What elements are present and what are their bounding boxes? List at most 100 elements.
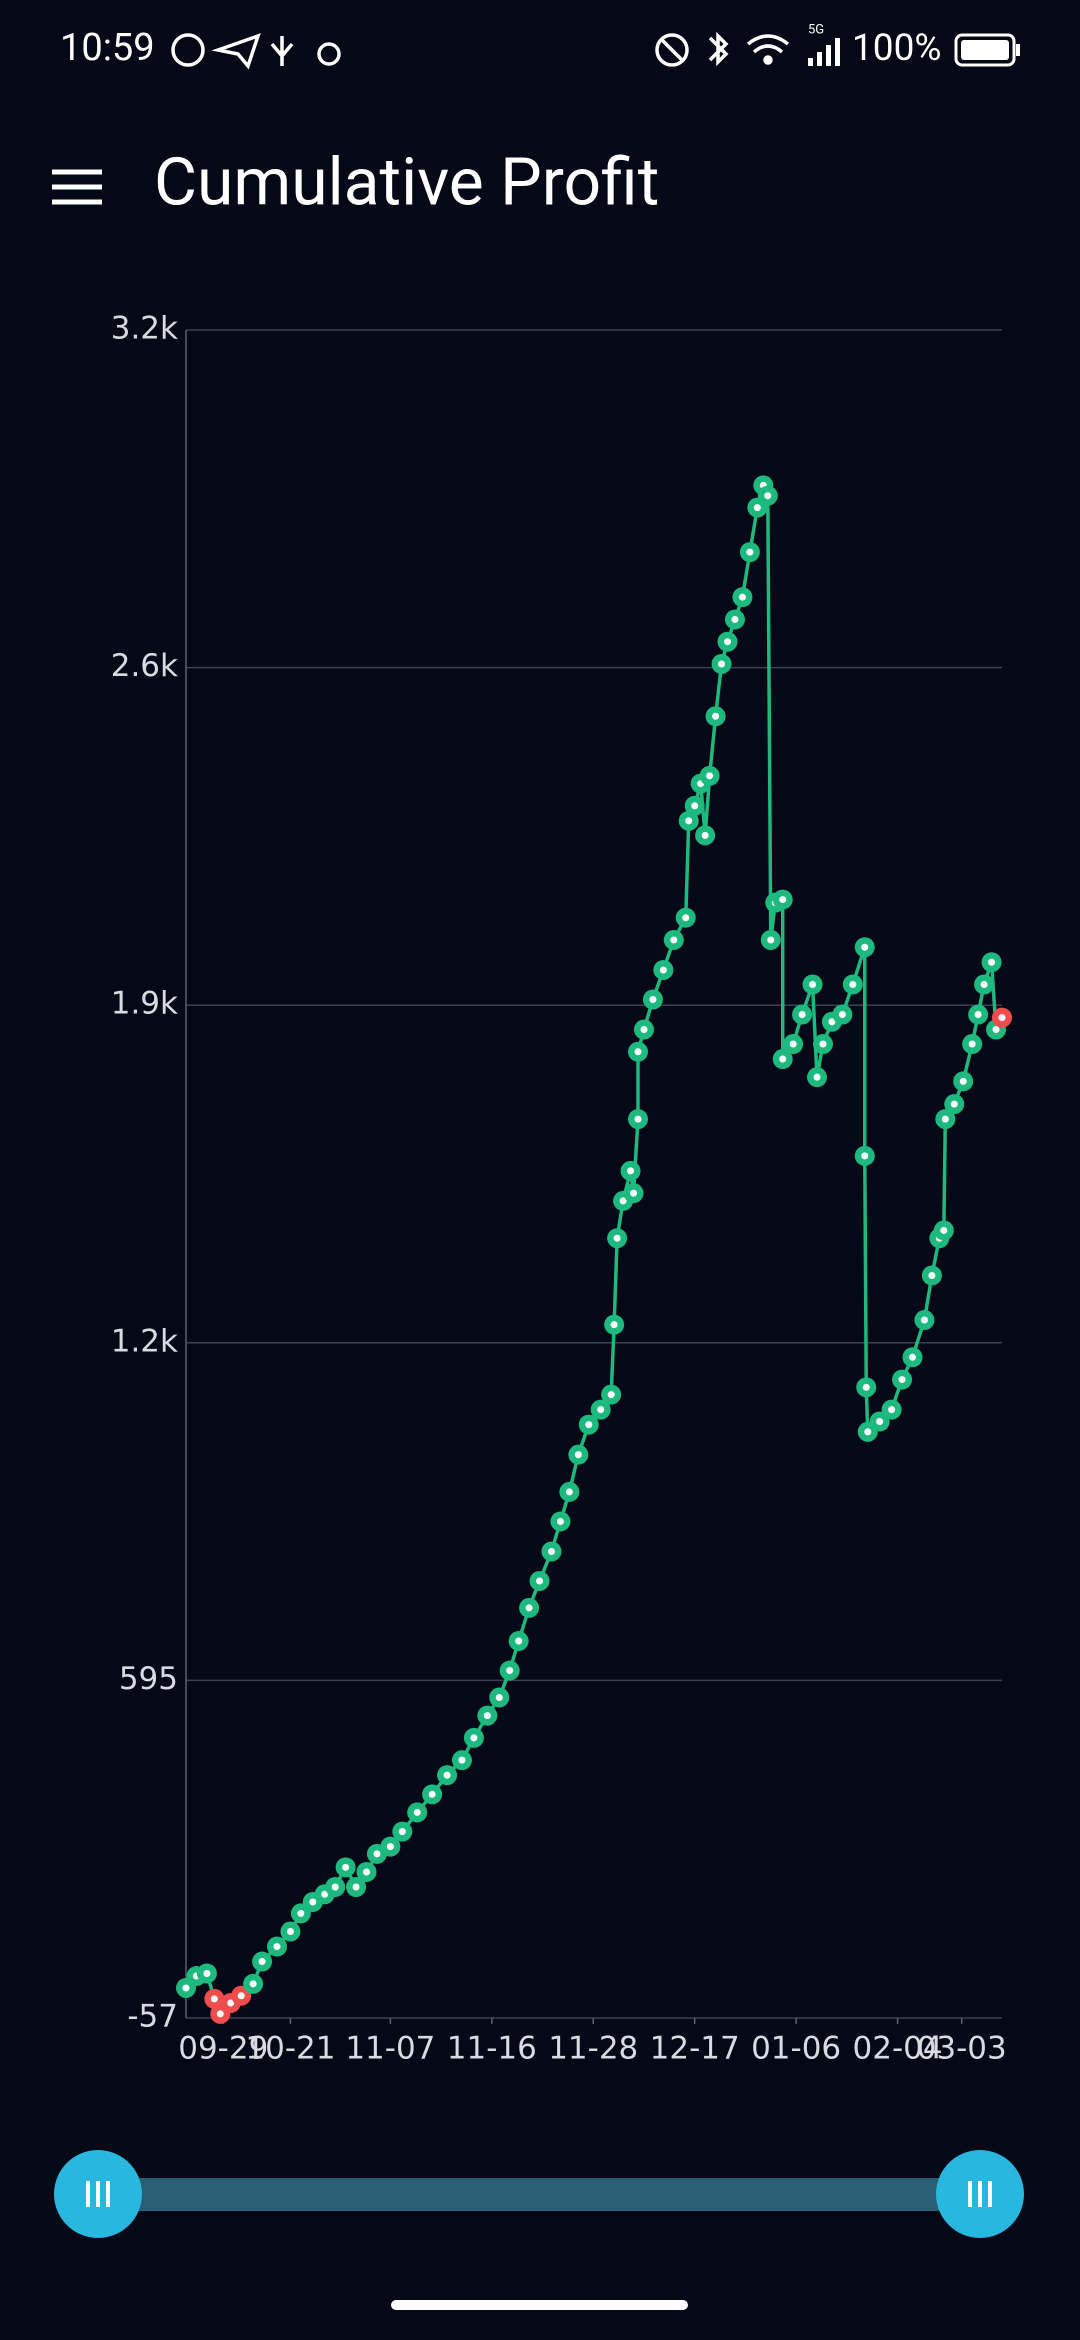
- data-point-center: [309, 1898, 317, 1906]
- data-point-center: [495, 1693, 503, 1701]
- data-point-center: [908, 1353, 916, 1361]
- data-point-center: [428, 1790, 436, 1798]
- x-tick-label: 11-28: [548, 2031, 638, 2067]
- data-point-center: [928, 1271, 936, 1279]
- data-point-center: [619, 1197, 627, 1205]
- data-point-center: [974, 1011, 982, 1019]
- data-point-center: [515, 1637, 523, 1645]
- data-point-center: [536, 1577, 544, 1585]
- range-track[interactable]: [98, 2178, 980, 2211]
- data-point-center: [597, 1406, 605, 1414]
- data-point-center: [701, 831, 709, 839]
- data-point-center: [458, 1756, 466, 1764]
- data-point-center: [182, 1984, 190, 1992]
- data-point-center: [634, 1048, 642, 1056]
- data-point-center: [286, 1928, 294, 1936]
- data-point-center: [718, 660, 726, 668]
- data-point-center: [273, 1943, 281, 1951]
- data-point-center: [861, 1152, 869, 1160]
- data-point-center: [565, 1488, 573, 1496]
- data-point-center: [216, 2010, 224, 2018]
- data-point-center: [613, 1234, 621, 1242]
- data-point-center: [685, 817, 693, 825]
- data-point-center: [630, 1189, 638, 1197]
- x-tick-label: 01-06: [751, 2031, 841, 2067]
- signal-icon: [808, 38, 840, 66]
- data-point-center: [556, 1517, 564, 1525]
- data-point-center: [731, 615, 739, 623]
- data-point-center: [352, 1883, 360, 1891]
- data-point-center: [746, 548, 754, 556]
- data-point-center: [738, 593, 746, 601]
- data-point-center: [712, 712, 720, 720]
- x-tick-label: 10-21: [245, 2031, 335, 2067]
- data-point-center: [331, 1883, 339, 1891]
- battery-tip: [1016, 44, 1020, 56]
- data-point-center: [764, 492, 772, 500]
- data-point-center: [585, 1421, 593, 1429]
- range-handle-left[interactable]: [54, 2150, 142, 2238]
- data-point-center: [940, 1226, 948, 1234]
- data-point-center: [227, 1999, 235, 2007]
- data-point-center: [753, 504, 761, 512]
- data-point-center: [849, 980, 857, 988]
- data-point-center: [861, 943, 869, 951]
- data-point-center: [574, 1451, 582, 1459]
- data-point-center: [876, 1418, 884, 1426]
- battery-icon: [954, 33, 1016, 67]
- data-point-center: [779, 896, 787, 904]
- y-tick-label: 1.2k: [111, 1323, 178, 1359]
- data-point-center: [649, 996, 657, 1004]
- data-point-center: [634, 1115, 642, 1123]
- data-point-center: [443, 1771, 451, 1779]
- y-tick-label: 2.6k: [111, 648, 178, 684]
- data-point-center: [386, 1843, 394, 1851]
- data-point-center: [968, 1040, 976, 1048]
- data-point-center: [470, 1734, 478, 1742]
- data-point-center: [547, 1547, 555, 1555]
- data-point-center: [998, 1014, 1006, 1022]
- battery-fill: [961, 40, 1009, 60]
- x-tick-label: 03-03: [917, 2031, 1007, 2067]
- data-point-center: [798, 1011, 806, 1019]
- data-point-center: [809, 980, 817, 988]
- data-point-center: [767, 936, 775, 944]
- data-point-center: [992, 1026, 1000, 1034]
- battery-level: 100%: [852, 27, 941, 70]
- data-point-center: [627, 1167, 635, 1175]
- data-point-center: [249, 1980, 257, 1988]
- x-tick-label: 02-04: [853, 2031, 943, 2067]
- data-point-center: [659, 966, 667, 974]
- data-point-center: [941, 1115, 949, 1123]
- data-point-center: [682, 914, 690, 922]
- data-point-center: [258, 1958, 266, 1966]
- data-point-center: [670, 936, 678, 944]
- data-point-center: [988, 958, 996, 966]
- data-point-center: [980, 980, 988, 988]
- y-tick-label: -57: [127, 1999, 178, 2035]
- home-indicator[interactable]: [391, 2300, 688, 2310]
- data-point-center: [888, 1406, 896, 1414]
- network-label: 5G: [808, 22, 824, 37]
- data-point-center: [610, 1321, 618, 1329]
- data-point-center: [210, 1995, 218, 2003]
- menu-button[interactable]: [52, 169, 102, 205]
- x-tick-label: 12-17: [650, 2031, 740, 2067]
- status-time: 10:59: [60, 26, 155, 70]
- data-point-center: [724, 638, 732, 646]
- data-point-center: [525, 1604, 533, 1612]
- range-handle-right[interactable]: [936, 2150, 1024, 2238]
- page-title: Cumulative Profit: [154, 144, 659, 221]
- x-tick-label: 11-07: [345, 2031, 435, 2067]
- data-point-center: [413, 1808, 421, 1816]
- data-point-center: [862, 1383, 870, 1391]
- data-point-center: [342, 1863, 350, 1871]
- data-point-center: [363, 1868, 371, 1876]
- data-point-center: [813, 1073, 821, 1081]
- data-point-center: [506, 1667, 514, 1675]
- data-point-center: [950, 1100, 958, 1108]
- data-point-center: [898, 1376, 906, 1384]
